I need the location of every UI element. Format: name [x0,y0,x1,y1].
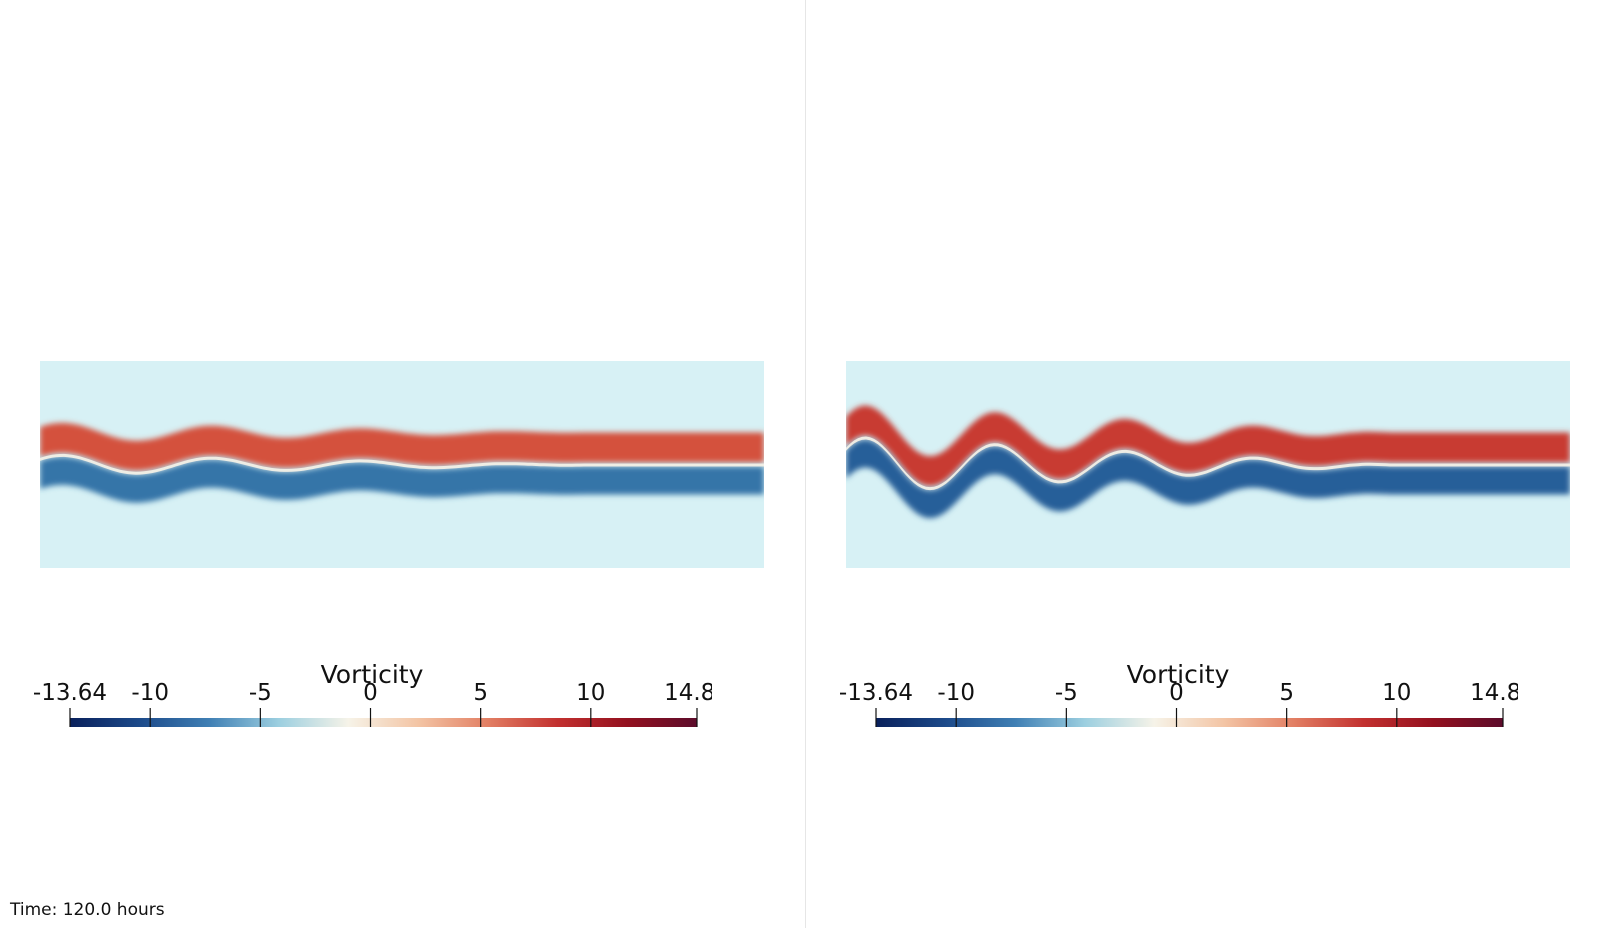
negative-vorticity-band-right [846,439,1570,519]
shear-line-right [846,436,1570,491]
colorbar-tick-label-left: 10 [576,680,605,706]
vorticity-field-right[interactable] [846,361,1570,568]
colorbar-left: -13.64 -10 -5 0 5 10 14.82 Vorticity [32,660,712,750]
colorbar-tick-label-right: 5 [1279,680,1294,706]
render-view-left[interactable]: -13.64 -10 -5 0 5 10 14.82 Vorticity [0,0,805,928]
colorbar-tick-label-right: -10 [937,680,975,706]
colorbar-scale-left: -13.64 -10 -5 0 5 10 14.82 [33,680,712,727]
view-splitter[interactable] [805,0,806,928]
colorbar-tick-label-right: -5 [1055,680,1078,706]
colorbar-gradient-left [70,718,697,727]
colorbar-scale-right: -13.64 -10 -5 0 5 10 14.82 [839,680,1518,727]
colorbar-tick-label-right: 0 [1169,680,1184,706]
colorbar-tick-label-right: -13.64 [839,680,913,706]
positive-vorticity-band-left [40,422,764,471]
vorticity-field-plot-right [846,361,1570,568]
colorbar-tick-label-left: -5 [249,680,272,706]
render-view-right[interactable]: -13.64 -10 -5 0 5 10 14.82 Vorticity [806,0,1603,928]
colorbar-title-left: Vorticity [320,660,424,689]
vorticity-field-plot-left [40,361,764,568]
negative-vorticity-band-left [40,456,764,503]
colorbar-tick-label-right: 10 [1382,680,1411,706]
colorbar-right: -13.64 -10 -5 0 5 10 14.82 Vorticity [838,660,1518,750]
colorbar-tick-label-left: 5 [473,680,488,706]
colorbar-tick-label-left: 14.82 [664,680,712,706]
colorbar-tick-label-left: -13.64 [33,680,107,706]
positive-vorticity-band-right [846,405,1570,487]
shear-line-left [40,453,764,475]
colorbar-title-right: Vorticity [1126,660,1230,689]
colorbar-tick-label-left: 0 [363,680,378,706]
colorbar-tick-label-left: -10 [131,680,169,706]
vorticity-field-left[interactable] [40,361,764,568]
colorbar-gradient-right [876,718,1503,727]
colorbar-tick-label-right: 14.82 [1470,680,1518,706]
time-annotation: Time: 120.0 hours [10,900,165,920]
